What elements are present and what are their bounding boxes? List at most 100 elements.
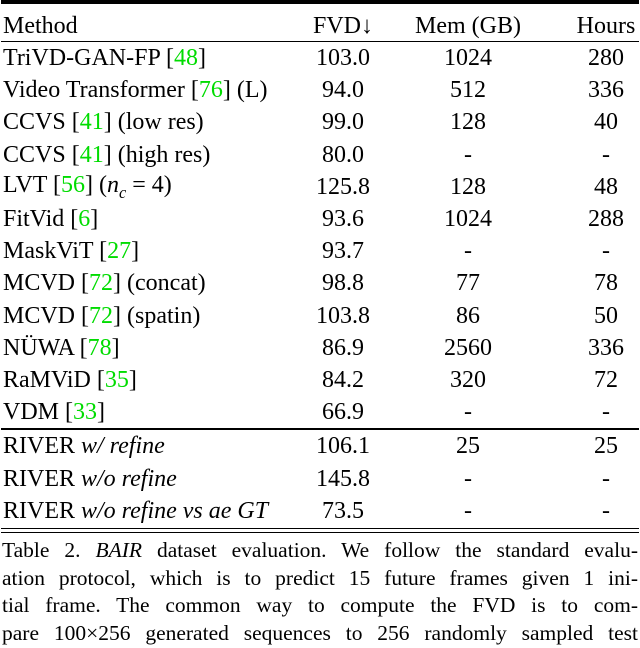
caption: Table 2. BAIR dataset evaluation. We fol… (1, 533, 639, 648)
fvd-value-cell: 94.0 (322, 78, 364, 102)
method-name: CCVS (3, 109, 66, 136)
hours-value-cell: - (573, 239, 639, 263)
citation-link[interactable]: 41 (79, 109, 104, 136)
column-header-method: Method (3, 12, 78, 39)
method-cell: MCVD [72] (concat) (3, 270, 206, 297)
hours-value: - (602, 141, 610, 168)
mem-value-cell: 25 (363, 434, 573, 458)
caption-text: Table 2. (2, 538, 96, 563)
mem-value: 25 (456, 433, 480, 460)
fvd-value: 66.9 (322, 399, 364, 426)
fvd-value: 125.8 (316, 173, 370, 200)
fvd-value: 73.5 (322, 498, 364, 525)
caption-text: pare 100×256 generated sequences to 256 … (2, 620, 638, 645)
hours-value: 40 (594, 109, 618, 136)
citation-link[interactable]: 33 (73, 399, 98, 426)
method-cell: RaMViD [35] (3, 366, 137, 393)
table-top-rule (1, 0, 639, 4)
fvd-value-cell: 125.8 (316, 175, 370, 199)
method-cell: TriVD-GAN-FP [48] (3, 45, 206, 72)
math-variable: n (107, 171, 120, 198)
citation-link[interactable]: 48 (173, 45, 198, 72)
fvd-value-cell: 80.0 (322, 141, 364, 168)
hours-value: - (602, 465, 610, 492)
method-name: MCVD (3, 302, 76, 329)
fvd-value: 80.0 (322, 141, 364, 168)
method-name: RIVER (3, 498, 75, 525)
method-cell: NÜWA [78] (3, 334, 120, 361)
math-subscript: c (119, 182, 127, 202)
hours-value-cell: - (573, 467, 639, 491)
citation-link[interactable]: 6 (78, 206, 91, 233)
table-row: TriVD-GAN-FP [48] 103.0 1024 280 (1, 42, 639, 74)
fvd-value-cell: 103.8 (316, 304, 370, 328)
header-separator-rule (1, 40, 639, 42)
mem-value: 320 (450, 366, 486, 393)
method-note: (spatin) (121, 302, 201, 329)
mem-value-cell: 128 (363, 110, 573, 134)
citation-link[interactable]: 72 (89, 302, 114, 329)
hours-value: 72 (594, 366, 618, 393)
hours-value-cell: 280 (573, 46, 639, 70)
mem-value: 77 (456, 270, 480, 297)
method-name: RIVER (3, 433, 75, 460)
caption-line: tial frame. The common way to compute th… (2, 592, 638, 620)
table-row: MCVD [72] (concat) 98.8 77 78 (1, 267, 639, 299)
citation-link[interactable]: 56 (61, 171, 86, 198)
fvd-value-cell: 103.0 (316, 46, 370, 70)
fvd-value: 93.6 (322, 206, 364, 233)
table-row: MCVD [72] (spatin) 103.8 86 50 (1, 300, 639, 332)
hours-value-cell: 336 (573, 336, 639, 360)
hours-value-cell: 48 (573, 175, 639, 199)
table-row: CCVS [41] (low res) 99.0 128 40 (1, 106, 639, 138)
mem-value-cell: 2560 (363, 336, 573, 360)
method-variant: w/ refine (75, 433, 165, 460)
mem-value: - (464, 238, 472, 265)
citation-link[interactable]: 78 (87, 334, 112, 361)
hours-value-cell: - (573, 400, 639, 424)
hours-value: 336 (588, 334, 624, 361)
fvd-value-cell: 106.1 (316, 434, 370, 458)
fvd-value-cell: 93.7 (322, 239, 364, 263)
table-body: TriVD-GAN-FP [48] 103.0 1024 280 Video Trans… (1, 42, 639, 428)
hours-value-cell: - (573, 143, 639, 167)
method-variant: w/o refine vs ae GT (75, 498, 269, 525)
mem-value: - (464, 399, 472, 426)
mem-value-cell: - (363, 239, 573, 263)
method-cell: MaskViT [27] (3, 238, 140, 265)
hours-value: 50 (594, 302, 618, 329)
table-row: CCVS [41] (high res) 80.0 - - (1, 139, 639, 171)
hours-value: 78 (594, 270, 618, 297)
table-bottom-rule (1, 527, 639, 533)
fvd-value-cell: 84.2 (322, 368, 364, 392)
mem-value-cell: - (363, 400, 573, 424)
mem-value-cell: 512 (363, 78, 573, 102)
method-name: MaskViT (3, 238, 94, 265)
mem-value-cell: 128 (363, 175, 573, 199)
mem-value: - (464, 465, 472, 492)
fvd-value: 86.9 (322, 334, 364, 361)
hours-value-cell: 25 (573, 434, 639, 458)
hours-value-cell: 72 (573, 368, 639, 392)
column-header-fvd: FVD↓ (313, 12, 374, 39)
citation-link[interactable]: 35 (104, 366, 129, 393)
fvd-value: 98.8 (322, 270, 364, 297)
citation-link[interactable]: 72 (89, 270, 114, 297)
mem-value: 512 (450, 77, 486, 104)
method-name: Video Transformer (3, 77, 185, 104)
mem-value: - (464, 141, 472, 168)
method-math-note: (nc = 4) (93, 171, 172, 202)
caption-text: dataset evaluation. We follow the standa… (142, 538, 638, 563)
hours-value: - (602, 238, 610, 265)
citation-link[interactable]: 76 (198, 77, 223, 104)
mem-value: 2560 (444, 334, 492, 361)
hours-value: - (602, 399, 610, 426)
table-row: RIVER w/o refine vs ae GT 73.5- - (1, 495, 639, 528)
citation-link[interactable]: 27 (107, 238, 132, 265)
method-name: MCVD (3, 270, 76, 297)
hours-value-cell: 288 (573, 207, 639, 231)
citation-link[interactable]: 41 (79, 141, 104, 168)
method-variant: w/o refine (75, 465, 177, 492)
hours-value: 288 (588, 206, 624, 233)
